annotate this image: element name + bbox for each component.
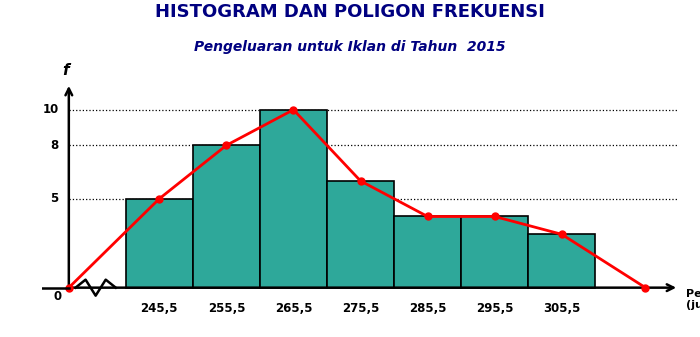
Text: 0: 0: [54, 290, 62, 303]
Bar: [126, 199, 193, 288]
Bar: [528, 234, 595, 288]
Text: f: f: [62, 63, 69, 78]
Text: 245,5: 245,5: [141, 302, 178, 315]
Text: 275,5: 275,5: [342, 302, 379, 315]
Bar: [260, 110, 327, 288]
Text: 10: 10: [43, 103, 59, 116]
Bar: [394, 216, 461, 288]
Text: Pengeluaran untuk Iklan di Tahun  2015: Pengeluaran untuk Iklan di Tahun 2015: [195, 40, 505, 55]
Bar: [461, 216, 528, 288]
Bar: [327, 181, 394, 288]
Bar: [193, 145, 260, 288]
Text: 285,5: 285,5: [409, 302, 447, 315]
Text: 5: 5: [50, 192, 59, 205]
Text: Pengeluaran
(juta Rp): Pengeluaran (juta Rp): [686, 288, 700, 310]
Text: HISTOGRAM DAN POLIGON FREKUENSI: HISTOGRAM DAN POLIGON FREKUENSI: [155, 3, 545, 21]
Text: 305,5: 305,5: [543, 302, 580, 315]
Text: 8: 8: [50, 139, 59, 152]
Text: 255,5: 255,5: [208, 302, 245, 315]
Text: 265,5: 265,5: [274, 302, 312, 315]
Text: 295,5: 295,5: [476, 302, 513, 315]
